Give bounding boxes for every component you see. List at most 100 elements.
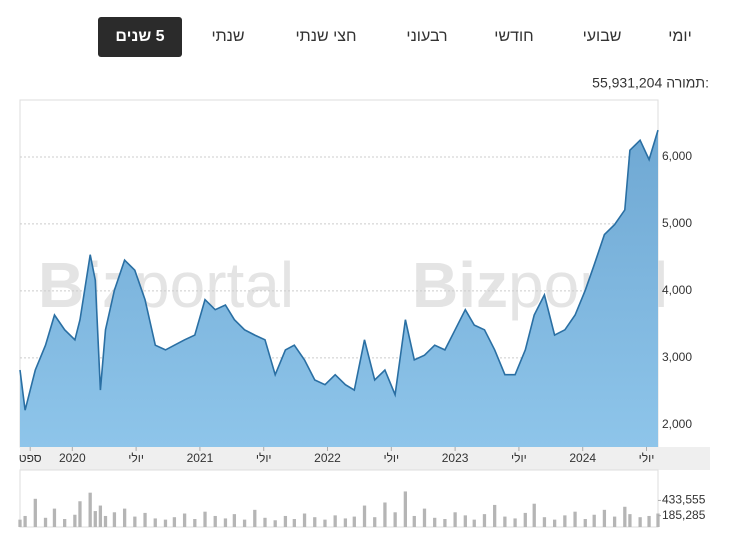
x-tick-label: יולי <box>383 451 399 465</box>
volume-bar <box>628 514 632 527</box>
y-tick-label: 4,000 <box>662 283 692 297</box>
volume-bar <box>98 505 103 527</box>
volume-bar <box>503 516 507 527</box>
volume-bar <box>433 517 437 527</box>
volume-bar <box>73 514 77 527</box>
volume-bar <box>283 515 288 527</box>
watermark-bold: Biz <box>412 249 508 321</box>
volume-bar <box>463 515 467 527</box>
volume-bar <box>203 511 207 527</box>
volume-bar <box>453 512 457 527</box>
x-tick-label: ספט <box>19 451 42 465</box>
volume-bar <box>63 519 67 527</box>
volume-bar <box>112 512 117 527</box>
tab-active-bg[interactable] <box>98 17 182 57</box>
turnover-label: תמורה: <box>666 75 709 91</box>
volume-bar <box>352 516 356 527</box>
volume-bar <box>523 512 527 527</box>
volume-bar <box>213 515 217 527</box>
volume-bar <box>393 512 397 527</box>
volume-bar <box>623 506 627 527</box>
volume-bar <box>422 508 427 527</box>
tab[interactable]: 5 שנים <box>115 28 164 45</box>
volume-bar <box>563 515 567 527</box>
y-tick-label: 2,000 <box>662 417 692 431</box>
volume-bar <box>383 502 387 527</box>
volume-bar <box>103 515 108 527</box>
volume-bar <box>583 519 587 527</box>
volume-bar <box>163 519 168 527</box>
y-tick-label: 5,000 <box>662 216 692 230</box>
volume-bar <box>313 517 317 527</box>
volume-bar <box>23 515 27 527</box>
volume-bar <box>573 511 577 527</box>
volume-bar <box>482 514 487 527</box>
volume-bar <box>333 515 337 527</box>
volume-bar <box>172 517 177 527</box>
volume-bar <box>532 503 536 527</box>
volume-bar <box>143 512 147 527</box>
y-tick-label: 433,555 <box>662 493 706 507</box>
x-tick-label: יולי <box>256 451 272 465</box>
volume-bar <box>122 508 127 527</box>
volume-bar <box>43 517 48 527</box>
volume-bar <box>182 513 187 527</box>
tab[interactable]: שבועי <box>583 28 622 45</box>
volume-bar <box>343 518 348 527</box>
volume-bar <box>373 517 377 527</box>
volume-bar <box>153 518 157 527</box>
volume-bar <box>362 505 367 527</box>
volume-bar <box>472 519 476 527</box>
volume-bar <box>553 519 557 527</box>
volume-bar <box>193 519 197 527</box>
y-tick-label: 185,285 <box>662 508 706 522</box>
volume-bar <box>33 498 37 527</box>
x-tick-label: 2022 <box>314 451 341 465</box>
x-tick-label: יולי <box>639 451 655 465</box>
y-tick-label: 3,000 <box>662 350 692 364</box>
volume-bar <box>542 517 547 527</box>
volume-bar <box>133 516 137 527</box>
x-tick-label: יולי <box>128 451 144 465</box>
volume-bar <box>513 518 517 527</box>
x-axis-band <box>20 447 710 470</box>
volume-bar <box>292 519 296 527</box>
turnover-value: 55,931,204 <box>592 75 662 91</box>
volume-bar <box>18 519 22 527</box>
volume-bar <box>273 520 277 527</box>
volume-bar <box>253 509 257 527</box>
volume-bar <box>223 518 228 527</box>
volume-bar <box>412 515 416 527</box>
tab[interactable]: חודשי <box>494 28 533 45</box>
volume-bar <box>302 513 307 527</box>
volume-frame <box>19 469 659 528</box>
x-tick-label: 2021 <box>187 451 214 465</box>
line <box>19 129 659 411</box>
tab[interactable]: רבעוני <box>406 28 447 45</box>
area <box>20 130 658 447</box>
volume-bar <box>88 492 92 527</box>
volume-bar <box>403 491 407 527</box>
x-tick-label: 2020 <box>59 451 86 465</box>
volume-bar <box>638 517 642 527</box>
volume-bar <box>602 509 607 527</box>
x-tick-label: 2023 <box>442 451 469 465</box>
y-tick-label: 6,000 <box>662 149 692 163</box>
x-tick-label: יולי <box>511 451 527 465</box>
volume-bar <box>242 519 247 527</box>
volume-bar <box>52 508 57 527</box>
tab[interactable]: שנתי <box>211 28 244 45</box>
volume-bar <box>443 519 447 527</box>
volume-bar <box>323 519 327 527</box>
volume-bar <box>263 517 267 527</box>
volume-bar <box>93 511 97 527</box>
tab[interactable]: יומי <box>668 28 691 45</box>
volume-bar <box>612 516 617 527</box>
volume-bar <box>78 501 82 527</box>
volume-bar <box>647 515 651 527</box>
volume-bar <box>656 513 660 527</box>
volume-bar <box>493 504 497 527</box>
tab[interactable]: חצי שנתי <box>296 28 357 45</box>
